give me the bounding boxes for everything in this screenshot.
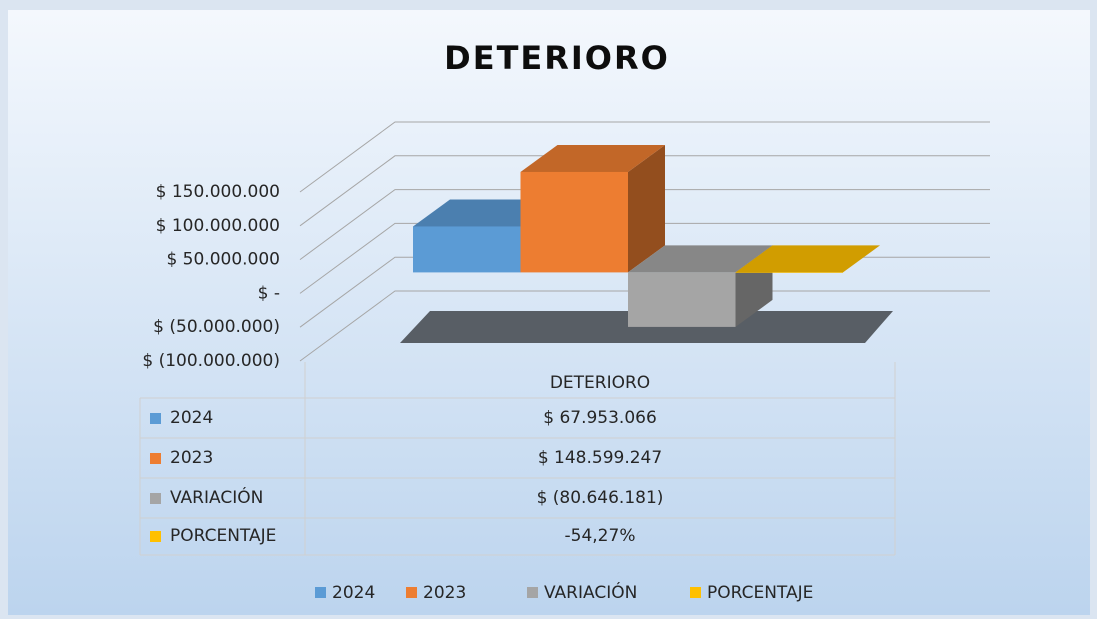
legend-key bbox=[315, 587, 326, 598]
bar-front bbox=[520, 171, 628, 273]
bar-front bbox=[735, 272, 843, 273]
table-cell: $ (80.646.181) bbox=[537, 488, 664, 508]
table-cell: $ 67.953.066 bbox=[543, 408, 657, 428]
bar-front bbox=[413, 226, 521, 273]
bar-top bbox=[520, 144, 665, 172]
legend-key bbox=[527, 587, 538, 598]
legend-key bbox=[150, 453, 161, 464]
bar-side bbox=[628, 144, 665, 273]
legend-label: 2023 bbox=[423, 583, 466, 603]
table-row-label: PORCENTAJE bbox=[170, 526, 276, 546]
legend-key bbox=[150, 413, 161, 424]
y-tick-label: $ 150.000.000 bbox=[156, 182, 280, 202]
legend-label: VARIACIÓN bbox=[544, 581, 637, 603]
grid-line bbox=[299, 155, 990, 227]
y-tick-label: $ (50.000.000) bbox=[153, 317, 280, 337]
legend-key bbox=[150, 493, 161, 504]
table-header: DETERIORO bbox=[550, 373, 650, 393]
legend-key bbox=[150, 531, 161, 542]
bar-top bbox=[735, 245, 880, 273]
table-row-label: VARIACIÓN bbox=[170, 486, 263, 508]
floor bbox=[400, 311, 893, 343]
grid-line bbox=[299, 121, 990, 193]
bar bbox=[628, 245, 773, 327]
grid-line bbox=[299, 189, 990, 261]
y-tick-label: $ - bbox=[258, 283, 280, 303]
legend-key bbox=[406, 587, 417, 598]
table-cell: $ 148.599.247 bbox=[538, 448, 662, 468]
bar bbox=[520, 144, 665, 273]
table-cell: -54,27% bbox=[565, 526, 636, 546]
table-row-label: 2023 bbox=[170, 448, 213, 468]
chart-title: DETERIORO bbox=[444, 39, 670, 77]
legend-label: 2024 bbox=[332, 583, 375, 603]
y-tick-label: $ (100.000.000) bbox=[142, 351, 280, 371]
grid-line bbox=[299, 290, 990, 362]
table-row-label: 2024 bbox=[170, 408, 213, 428]
bar bbox=[735, 245, 880, 273]
legend-label: PORCENTAJE bbox=[707, 583, 813, 603]
legend-key bbox=[690, 587, 701, 598]
y-tick-label: $ 50.000.000 bbox=[166, 250, 280, 270]
grid-line bbox=[299, 222, 990, 294]
bar-top bbox=[628, 245, 773, 273]
bar-front bbox=[628, 272, 736, 327]
y-tick-label: $ 100.000.000 bbox=[156, 216, 280, 236]
